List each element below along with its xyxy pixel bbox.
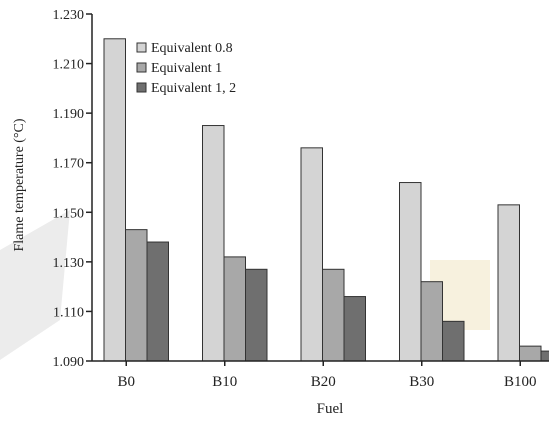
y-tick-label: 1.230 [53,8,85,23]
bar-b10-series-3 [245,268,268,362]
legend-label: Equivalent 1 [151,61,222,76]
legend-label: Equivalent 0.8 [151,41,233,56]
bar-b0-series-2 [125,229,148,362]
x-tick-label: B100 [504,374,537,390]
bar-b20-series-2 [322,268,345,362]
y-tick-label: 1.110 [53,305,84,320]
x-tick-label: B20 [311,374,336,390]
x-axis-label: Fuel [317,401,344,417]
bar-b20-series-1 [300,147,323,362]
legend-swatch [136,62,147,73]
legend-swatch [136,82,147,93]
bar-b30-series-1 [399,182,422,362]
bar-b30-series-2 [420,281,443,362]
y-axis: 1.090 1.110 1.130 1.150 1.170 1.190 1.210 1.230 [53,8,93,370]
legend: Equivalent 0.8 Equivalent 1 Equivalent 1, … [136,41,236,96]
x-tick-label: B0 [117,374,135,390]
y-tick-label: 1.130 [53,256,85,271]
bar-b20-series-3 [343,296,366,362]
bar-b100-series-2 [519,345,542,362]
y-tick-label: 1.170 [53,157,85,172]
y-tick-label: 1.090 [53,355,85,370]
x-tick-label: B10 [212,374,237,390]
bar-b10-series-2 [223,256,246,362]
y-tick-label: 1.150 [53,206,85,221]
bar-b0-series-3 [146,241,169,362]
bars-group [103,38,549,362]
legend-label: Equivalent 1, 2 [151,81,236,96]
bar-b0-series-1 [103,38,126,362]
x-axis: B0 B10 B20 B30 B100 [92,360,549,390]
bar-b30-series-3 [442,320,465,362]
bar-b100-series-1 [497,204,520,362]
legend-swatch [136,42,147,53]
y-tick-label: 1.210 [53,58,85,73]
bar-b10-series-1 [202,125,225,362]
y-tick-label: 1.190 [53,107,85,122]
y-axis-label: Flame temperature (°C) [12,118,27,251]
x-tick-label: B30 [409,374,434,390]
bar-b100-series-3 [540,350,549,362]
